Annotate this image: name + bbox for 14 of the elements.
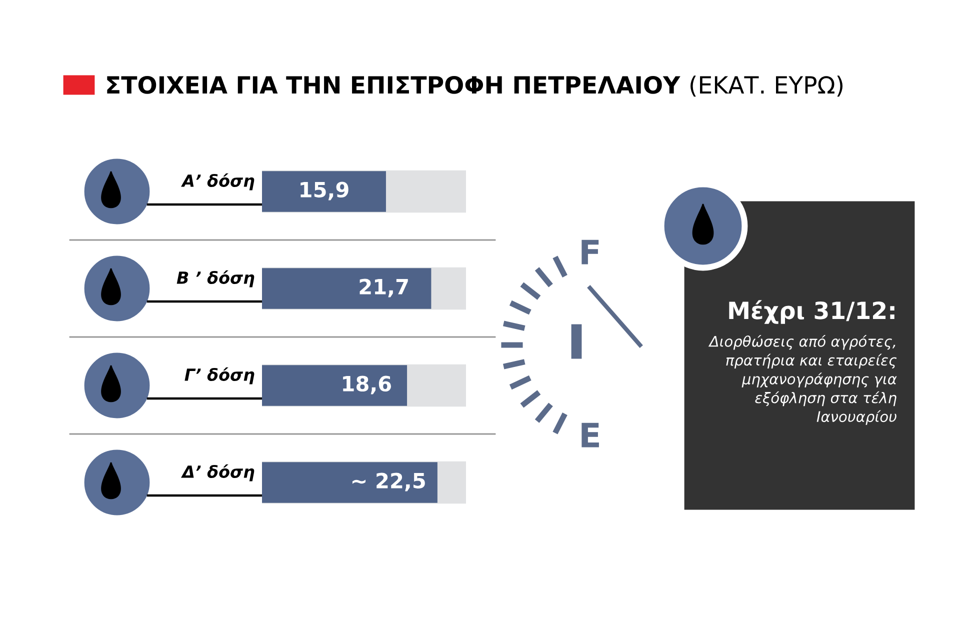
text: F (582, 240, 599, 264)
y-tick-label: Β ’ δόση (176, 270, 254, 288)
text: (ΕΚΑΤ. ΕΥΡΩ) (690, 76, 843, 97)
y-tick-label: Δ’ δόση (180, 464, 254, 482)
chart-title: ΣΤΟΙΧΕΙΑ ΓΙΑ ΤΗΝ ΕΠΙΣΤΡΟΦΗ ΠΕΤΡΕΛΑΙΟΥ (107, 76, 680, 94)
data-label: 21,7 (360, 278, 408, 298)
y-tick-label: Α’ δόση (181, 173, 254, 190)
text: E (582, 422, 599, 448)
y-tick-label: Γ’ δόση (184, 367, 254, 384)
text: Μέχρι 31/12: (729, 300, 894, 324)
text: Διορθώσεις από αγρότες, πρατήρια και εταιρείες μηχανογράφησης για εξόφληση στα τέλη Ιανουαρίου (708, 335, 897, 425)
data-label: 15,9 (300, 182, 348, 200)
data-label: 18,6 (343, 376, 392, 394)
data-label: ~ 22,5 (352, 472, 425, 492)
